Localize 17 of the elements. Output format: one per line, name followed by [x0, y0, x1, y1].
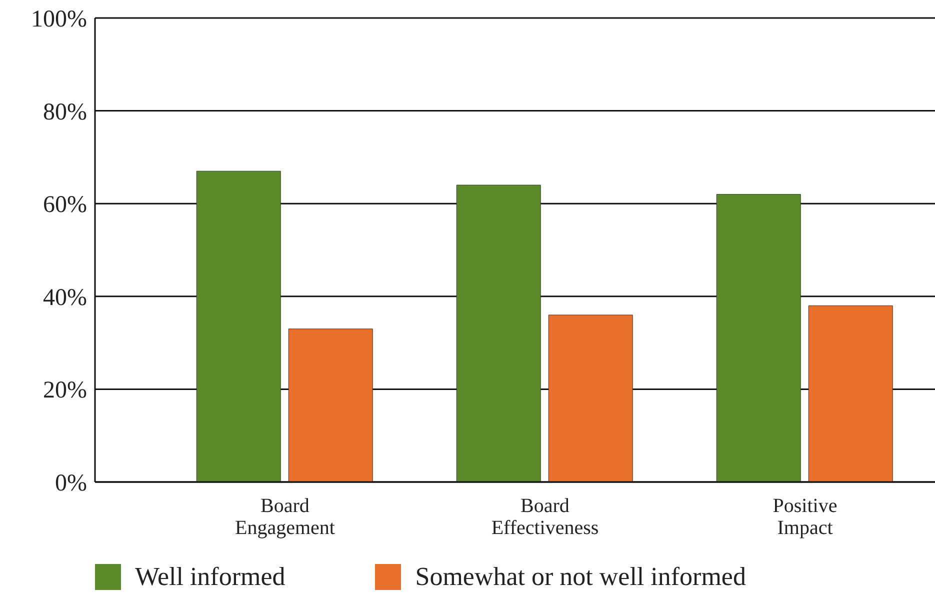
x-tick-label: Positive Impact: [772, 495, 838, 539]
y-tick-label: 20%: [43, 378, 87, 404]
y-tick-label: 60%: [43, 192, 87, 218]
y-tick-label: 100%: [31, 6, 87, 33]
bar: [196, 170, 281, 482]
legend-label: Well informed: [135, 562, 286, 592]
bar: [456, 184, 541, 482]
legend-label: Somewhat or not well informed: [415, 562, 746, 592]
bar: [716, 194, 801, 482]
bar: [548, 314, 633, 482]
y-tick-label: 40%: [43, 284, 87, 311]
x-tick-label: Board Engagement: [235, 495, 336, 539]
bar: [808, 305, 893, 482]
y-tick-label: 0%: [55, 470, 87, 497]
x-tick-label: Board Effectiveness: [491, 495, 599, 539]
bar: [288, 328, 373, 482]
y-tick-label: 80%: [43, 99, 87, 126]
